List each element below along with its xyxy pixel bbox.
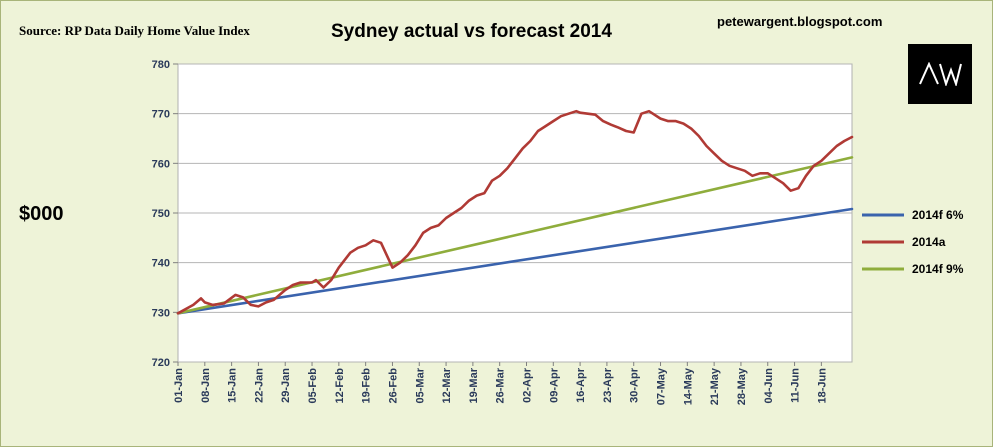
x-tick-label: 01-Jan — [173, 368, 185, 403]
y-tick-label: 720 — [152, 357, 170, 369]
x-tick-label: 29-Jan — [280, 368, 292, 403]
y-axis-ticks: 720 730 740 750 760 770 780 — [152, 59, 178, 369]
x-tick-label: 16-Apr — [575, 367, 587, 403]
x-tick-label: 08-Jan — [200, 368, 212, 403]
y-tick-label: 780 — [152, 59, 170, 71]
x-tick-label: 22-Jan — [253, 368, 265, 403]
aw-logo-mark — [919, 62, 962, 86]
x-tick-label: 05-Feb — [307, 368, 319, 404]
y-tick-label: 750 — [152, 208, 170, 220]
x-tick-label: 19-Mar — [468, 367, 480, 403]
x-tick-label: 26-Feb — [387, 368, 399, 404]
legend-label: 2014a — [912, 235, 946, 249]
x-tick-label: 23-Apr — [602, 367, 614, 403]
x-tick-label: 11-Jun — [790, 368, 802, 403]
x-tick-label: 04-Jun — [763, 368, 775, 404]
chart-title: Sydney actual vs forecast 2014 — [331, 21, 612, 42]
source-caption: Source: RP Data Daily Home Value Index — [19, 23, 250, 38]
x-tick-label: 14-May — [682, 367, 694, 405]
x-axis-ticks: 01-Jan 08-Jan 15-Jan 22-Jan 29-Jan 05-Feb 12-F… — [173, 362, 828, 405]
x-tick-label: 12-Mar — [441, 367, 453, 403]
x-tick-label: 15-Jan — [227, 368, 239, 403]
series-line-2014a — [176, 109, 854, 315]
x-tick-label: 19-Feb — [361, 368, 373, 404]
x-tick-label: 30-Apr — [629, 367, 641, 403]
horizontal-gridlines — [178, 63, 852, 363]
series-line-2014f-6- — [176, 207, 854, 315]
y-tick-label: 770 — [152, 109, 170, 121]
x-tick-label: 02-Apr — [521, 367, 533, 403]
y-tick-label: 740 — [152, 258, 170, 270]
y-tick-label: 760 — [152, 158, 170, 170]
x-tick-label: 05-Mar — [414, 367, 426, 403]
aw-logo — [908, 44, 972, 104]
x-tick-label: 07-May — [656, 367, 668, 405]
series-lines — [176, 109, 854, 315]
x-tick-label: 21-May — [709, 367, 721, 405]
x-tick-label: 28-May — [736, 367, 748, 405]
legend-label: 2014f 9% — [912, 262, 964, 276]
legend: 2014f 6% 2014a 2014f 9% — [862, 208, 964, 276]
legend-label: 2014f 6% — [912, 208, 964, 222]
website-label: petewargent.blogspot.com — [717, 14, 883, 29]
x-tick-label: 18-Jun — [816, 368, 828, 404]
y-axis-unit-label: $000 — [19, 203, 64, 225]
y-tick-label: 730 — [152, 307, 170, 319]
x-tick-label: 26-Mar — [495, 367, 507, 403]
x-tick-label: 09-Apr — [548, 367, 560, 403]
x-tick-label: 12-Feb — [334, 368, 346, 404]
